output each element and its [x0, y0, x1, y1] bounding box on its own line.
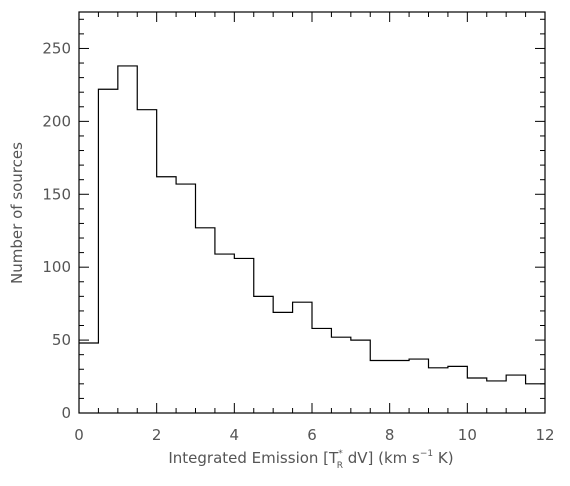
histogram-step-line	[79, 65, 545, 385]
x-tick-label: 2	[152, 426, 162, 444]
x-axis-label: Integrated Emission [T* R dV] (km s−1 K)	[168, 449, 453, 471]
y-tick-label: 50	[52, 331, 71, 349]
y-tick-label: 0	[61, 404, 71, 422]
x-tick-label: 12	[535, 426, 554, 444]
x-tick-label: 6	[307, 426, 317, 444]
x-tick-label: 10	[458, 426, 477, 444]
x-tick-label: 8	[385, 426, 395, 444]
axis-ticks	[78, 12, 546, 414]
plot-frame	[78, 11, 546, 414]
x-tick-label: 4	[230, 426, 240, 444]
tick-labels: 0 2 4 6 8 10 12 0 50 100 150 200 250	[42, 39, 554, 444]
y-tick-label: 250	[42, 39, 71, 57]
y-axis-label: Number of sources	[8, 142, 26, 284]
y-tick-label: 200	[42, 112, 71, 130]
y-tick-label: 150	[42, 185, 71, 203]
y-tick-label: 100	[42, 258, 71, 276]
x-tick-label: 0	[74, 426, 84, 444]
